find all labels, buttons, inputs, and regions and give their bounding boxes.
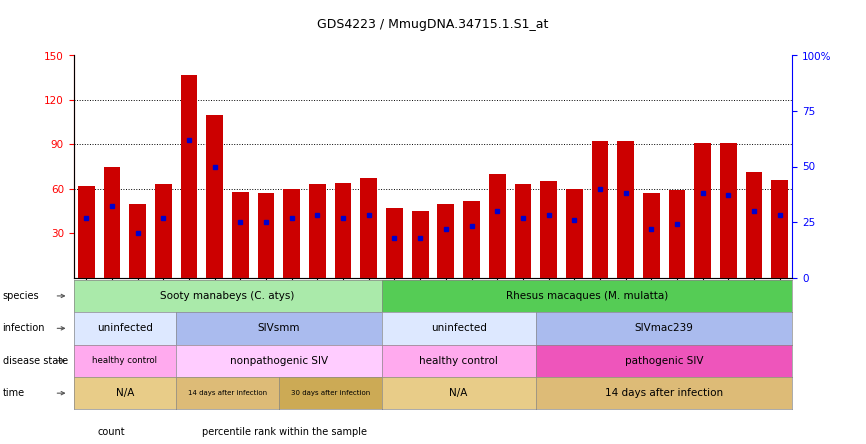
- Text: healthy control: healthy control: [93, 356, 158, 365]
- Bar: [540, 181, 557, 278]
- Bar: [258, 193, 275, 278]
- Bar: [591, 141, 608, 278]
- Bar: [565, 189, 583, 278]
- Bar: [695, 143, 711, 278]
- Text: 30 days after infection: 30 days after infection: [291, 390, 370, 396]
- Bar: [437, 203, 454, 278]
- Bar: [232, 192, 249, 278]
- Bar: [772, 180, 788, 278]
- Text: pathogenic SIV: pathogenic SIV: [624, 356, 703, 366]
- Bar: [386, 208, 403, 278]
- Text: 14 days after infection: 14 days after infection: [188, 390, 268, 396]
- Bar: [309, 184, 326, 278]
- Bar: [669, 190, 685, 278]
- Text: healthy control: healthy control: [419, 356, 498, 366]
- Bar: [463, 201, 480, 278]
- Bar: [514, 184, 531, 278]
- Bar: [720, 143, 737, 278]
- Bar: [335, 183, 352, 278]
- Text: infection: infection: [3, 323, 45, 333]
- Text: uninfected: uninfected: [97, 323, 153, 333]
- Text: species: species: [3, 291, 39, 301]
- Text: N/A: N/A: [116, 388, 134, 398]
- Text: 14 days after infection: 14 days after infection: [605, 388, 723, 398]
- Bar: [206, 115, 223, 278]
- Bar: [129, 203, 146, 278]
- Bar: [360, 178, 378, 278]
- Text: uninfected: uninfected: [430, 323, 487, 333]
- Text: time: time: [3, 388, 25, 398]
- Bar: [181, 75, 197, 278]
- Text: SIVsmm: SIVsmm: [258, 323, 301, 333]
- Bar: [104, 166, 120, 278]
- Text: disease state: disease state: [3, 356, 68, 366]
- Text: percentile rank within the sample: percentile rank within the sample: [202, 427, 367, 437]
- Text: SIVmac239: SIVmac239: [635, 323, 694, 333]
- Bar: [78, 186, 94, 278]
- Text: Rhesus macaques (M. mulatta): Rhesus macaques (M. mulatta): [506, 291, 669, 301]
- Bar: [412, 211, 429, 278]
- Text: Sooty manabeys (C. atys): Sooty manabeys (C. atys): [160, 291, 294, 301]
- Text: N/A: N/A: [449, 388, 468, 398]
- Bar: [643, 193, 660, 278]
- Bar: [488, 174, 506, 278]
- Bar: [746, 172, 762, 278]
- Text: GDS4223 / MmugDNA.34715.1.S1_at: GDS4223 / MmugDNA.34715.1.S1_at: [317, 18, 549, 31]
- Text: nonpathogenic SIV: nonpathogenic SIV: [229, 356, 328, 366]
- Text: count: count: [98, 427, 126, 437]
- Bar: [155, 184, 171, 278]
- Bar: [283, 189, 301, 278]
- Bar: [617, 141, 634, 278]
